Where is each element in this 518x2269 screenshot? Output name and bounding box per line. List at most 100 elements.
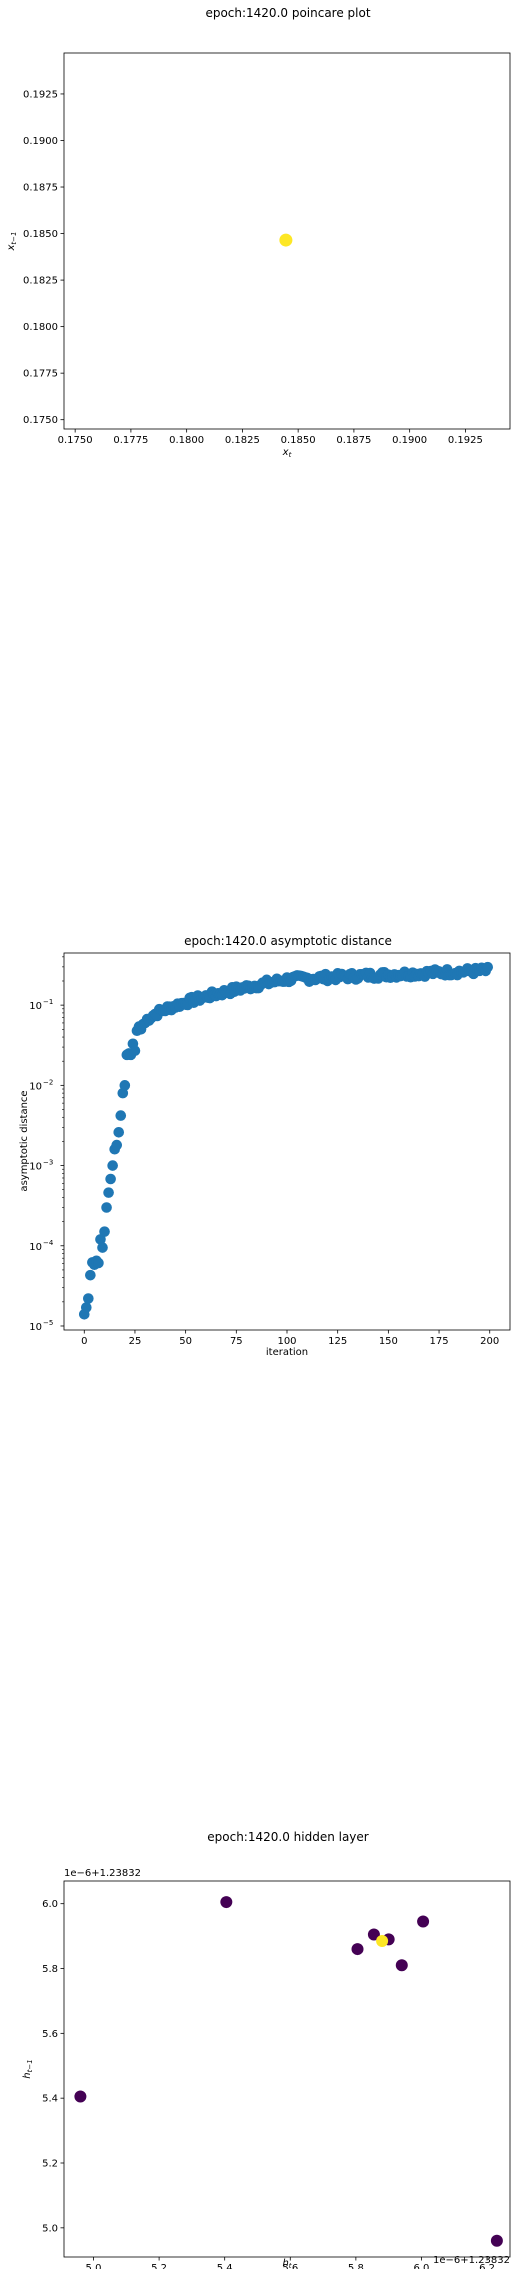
poincare-y-tick-label: 0.1775 [23, 369, 58, 380]
asymptotic-point [83, 1293, 94, 1304]
poincare-y-tick-label: 0.1875 [23, 183, 58, 194]
asymptotic-y-tick-label: 10 [29, 1001, 42, 1012]
poincare-x-tick-label: 0.1800 [169, 435, 204, 446]
asymptotic-y-tick-exponent: −4 [43, 1239, 54, 1247]
asymptotic-x-tick-label: 200 [480, 1336, 499, 1347]
hidden-point [74, 2090, 87, 2103]
hidden-x-tick-label: 5.4 [217, 2263, 233, 2269]
hidden-point [490, 2234, 503, 2247]
asymptotic-y-label: asymptotic distance [19, 1090, 30, 1191]
asymptotic-point [482, 961, 494, 973]
asymptotic-point [113, 1126, 125, 1138]
hidden-point [351, 1943, 364, 1956]
asymptotic-y-ticks: 10−510−410−310−210−1 [29, 956, 64, 1333]
poincare-x-label: xt [282, 447, 292, 459]
poincare-y-tick-label: 0.1800 [23, 322, 58, 333]
asymptotic-x-tick-label: 175 [429, 1336, 448, 1347]
hidden-x-tick-label: 6.0 [414, 2263, 430, 2269]
hidden-y-offset-label: 1e−6+1.23832 [64, 1868, 141, 1879]
hidden-x-ticks: 5.0 5.2 5.4 5.6 5.8 6.0 6.2 [86, 2257, 495, 2269]
poincare-x-tick-label: 0.1825 [225, 435, 260, 446]
hidden-x-tick-label: 5.0 [86, 2263, 102, 2269]
asymptotic-y-tick-label: 10 [29, 1081, 42, 1092]
asymptotic-distance-chart: epoch:1420.0 asymptotic distance 0 25 50 75… [19, 934, 511, 1358]
asymptotic-x-tick-label: 125 [328, 1336, 347, 1347]
hidden-y-tick-label: 5.0 [42, 2223, 58, 2234]
poincare-point [279, 233, 293, 247]
poincare-chart: epoch:1420.0 poincare plot 0.1750 0.1775 0… [6, 6, 511, 459]
asymptotic-y-tick-exponent: −2 [43, 1078, 53, 1086]
poincare-y-tick-label: 0.1925 [23, 89, 58, 100]
asymptotic-y-tick-label: 10 [29, 1162, 42, 1173]
poincare-y-tick-label: 0.1900 [23, 136, 58, 147]
asymptotic-point [99, 1226, 110, 1237]
hidden-point [376, 1934, 389, 1947]
poincare-y-tick-label: 0.1750 [23, 415, 58, 426]
asymptotic-point [85, 1269, 96, 1281]
poincare-x-tick-label: 0.1750 [58, 435, 93, 446]
poincare-y-tick-label: 0.1825 [23, 276, 58, 287]
asymptotic-x-tick-label: 0 [81, 1336, 87, 1347]
asymptotic-point [105, 1173, 116, 1185]
hidden-layer-chart: epoch:1420.0 hidden layer 1e−6+1.23832 1… [22, 1830, 511, 2269]
asymptotic-x-tick-label: 75 [230, 1336, 243, 1347]
asymptotic-point [103, 1187, 114, 1198]
poincare-x-tick-label: 0.1875 [336, 435, 371, 446]
asymptotic-point [95, 1234, 106, 1245]
hidden-title: epoch:1420.0 hidden layer [207, 1830, 369, 1844]
poincare-x-tick-label: 0.1775 [113, 435, 148, 446]
hidden-x-tick-label: 6.2 [479, 2263, 495, 2269]
hidden-point [395, 1959, 408, 1972]
asymptotic-point [129, 1045, 141, 1057]
hidden-frame [63, 1880, 511, 2258]
asymptotic-y-tick-label: 10 [29, 1322, 42, 1333]
asymptotic-point [115, 1110, 127, 1121]
asymptotic-points [78, 961, 494, 1320]
poincare-x-tick-label: 0.1925 [448, 435, 483, 446]
poincare-x-tick-label: 0.1850 [281, 435, 316, 446]
hidden-y-tick-label: 5.8 [42, 1964, 58, 1975]
hidden-y-tick-label: 5.4 [42, 2094, 58, 2105]
asymptotic-point [93, 1257, 104, 1269]
asymptotic-x-tick-label: 150 [379, 1336, 398, 1347]
asymptotic-plot-area [64, 953, 510, 1330]
hidden-x-tick-label: 5.2 [151, 2263, 167, 2269]
asymptotic-point [119, 1080, 131, 1091]
poincare-x-tick-label: 0.1900 [392, 435, 427, 446]
hidden-plot-area [64, 1881, 510, 2257]
hidden-x-tick-label: 5.6 [282, 2263, 298, 2269]
poincare-y-ticks: 0.1750 0.1775 0.1800 0.1825 0.1850 0.1875 0.19… [23, 89, 64, 426]
asymptotic-y-tick-label: 10 [29, 1242, 42, 1253]
asymptotic-x-ticks: 0 25 50 75 100 125 150 175 200 [81, 1330, 499, 1347]
asymptotic-point [97, 1242, 108, 1253]
asymptotic-x-tick-label: 50 [179, 1336, 192, 1347]
asymptotic-x-tick-label: 25 [129, 1336, 142, 1347]
poincare-points [279, 233, 293, 247]
asymptotic-y-tick-exponent: −5 [43, 1319, 53, 1327]
hidden-y-tick-label: 6.0 [42, 1899, 58, 1910]
hidden-points [74, 1896, 503, 2247]
hidden-point [417, 1915, 430, 1928]
asymptotic-y-tick-exponent: −1 [43, 998, 53, 1006]
poincare-y-tick-label: 0.1850 [23, 229, 58, 240]
asymptotic-point [107, 1160, 118, 1171]
asymptotic-y-tick-exponent: −3 [43, 1159, 53, 1167]
asymptotic-frame [63, 952, 511, 1331]
poincare-x-ticks: 0.1750 0.1775 0.1800 0.1825 0.1850 0.1875 0.19… [58, 429, 483, 446]
asymptotic-point [101, 1202, 112, 1213]
asymptotic-x-tick-label: 100 [277, 1336, 296, 1347]
hidden-y-tick-label: 5.2 [42, 2159, 58, 2170]
asymptotic-point [81, 1302, 92, 1313]
hidden-point [367, 1928, 380, 1941]
hidden-x-offset-label: 1e−6+1.23832 [433, 2255, 510, 2266]
hidden-x-label: ht [282, 2258, 291, 2269]
hidden-x-tick-label: 5.8 [348, 2263, 364, 2269]
poincare-frame [63, 52, 511, 430]
hidden-y-tick-label: 5.6 [42, 2029, 58, 2040]
hidden-point [220, 1896, 233, 1909]
asymptotic-title: epoch:1420.0 asymptotic distance [184, 934, 392, 948]
asymptotic-x-label: iteration [266, 1347, 308, 1358]
asymptotic-point [111, 1139, 123, 1151]
poincare-title: epoch:1420.0 poincare plot [205, 6, 370, 20]
